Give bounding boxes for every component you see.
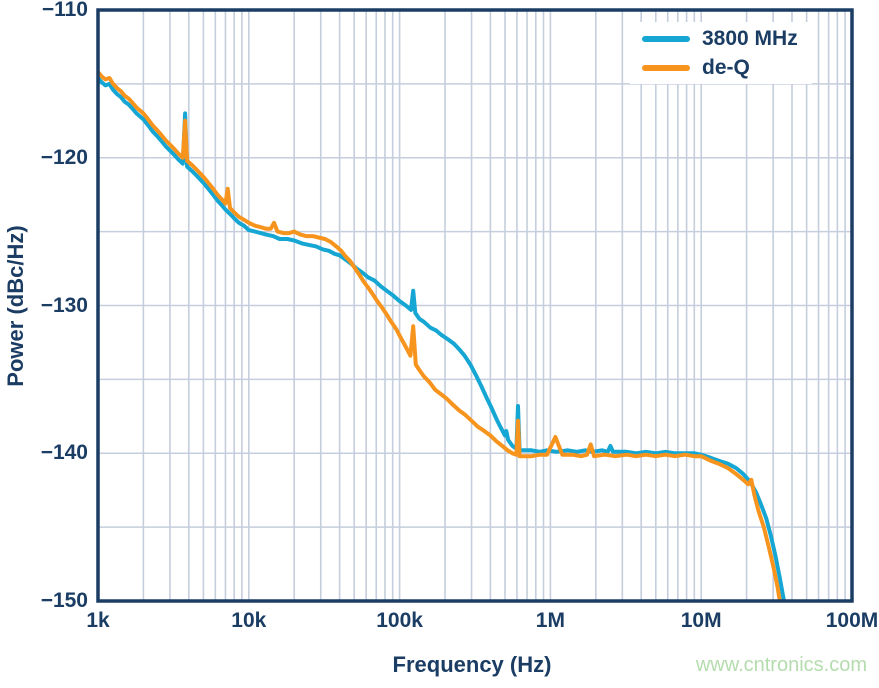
x-tick-label-1M: 1M — [535, 609, 565, 632]
legend-item-3800mhz: 3800 MHz — [642, 26, 798, 51]
legend-item-de-q: de-Q — [642, 55, 798, 80]
legend: 3800 MHz de-Q — [630, 22, 812, 84]
x-axis-title: Frequency (Hz) — [392, 652, 552, 677]
y-axis-title: Power (dBc/Hz) — [3, 225, 28, 387]
legend-swatch-3800mhz — [642, 35, 690, 42]
legend-label-3800mhz: 3800 MHz — [702, 27, 798, 50]
watermark: www.cntronics.com — [695, 654, 867, 676]
x-tick-label-1k: 1k — [86, 609, 110, 632]
legend-label-de-q: de-Q — [702, 56, 750, 79]
x-tick-label-10M: 10M — [680, 609, 722, 632]
x-tick-label-10k: 10k — [231, 609, 267, 632]
legend-swatch-de-q — [642, 64, 690, 71]
y-tick-label--130: −130 — [40, 293, 88, 317]
x-tick-label-100k: 100k — [376, 609, 423, 632]
x-tick-label-100M: 100M — [825, 609, 879, 632]
series-line-de-q — [98, 70, 782, 601]
y-tick-label--120: −120 — [40, 145, 88, 169]
series-line-3800-mhz — [98, 76, 787, 601]
series-layer — [98, 70, 787, 601]
y-tick-label--150: −150 — [40, 589, 88, 612]
plot-frame — [96, 8, 854, 603]
y-tick-label--110: −110 — [41, 0, 88, 21]
grid-layer — [98, 10, 852, 601]
y-tick-label--140: −140 — [40, 441, 88, 465]
